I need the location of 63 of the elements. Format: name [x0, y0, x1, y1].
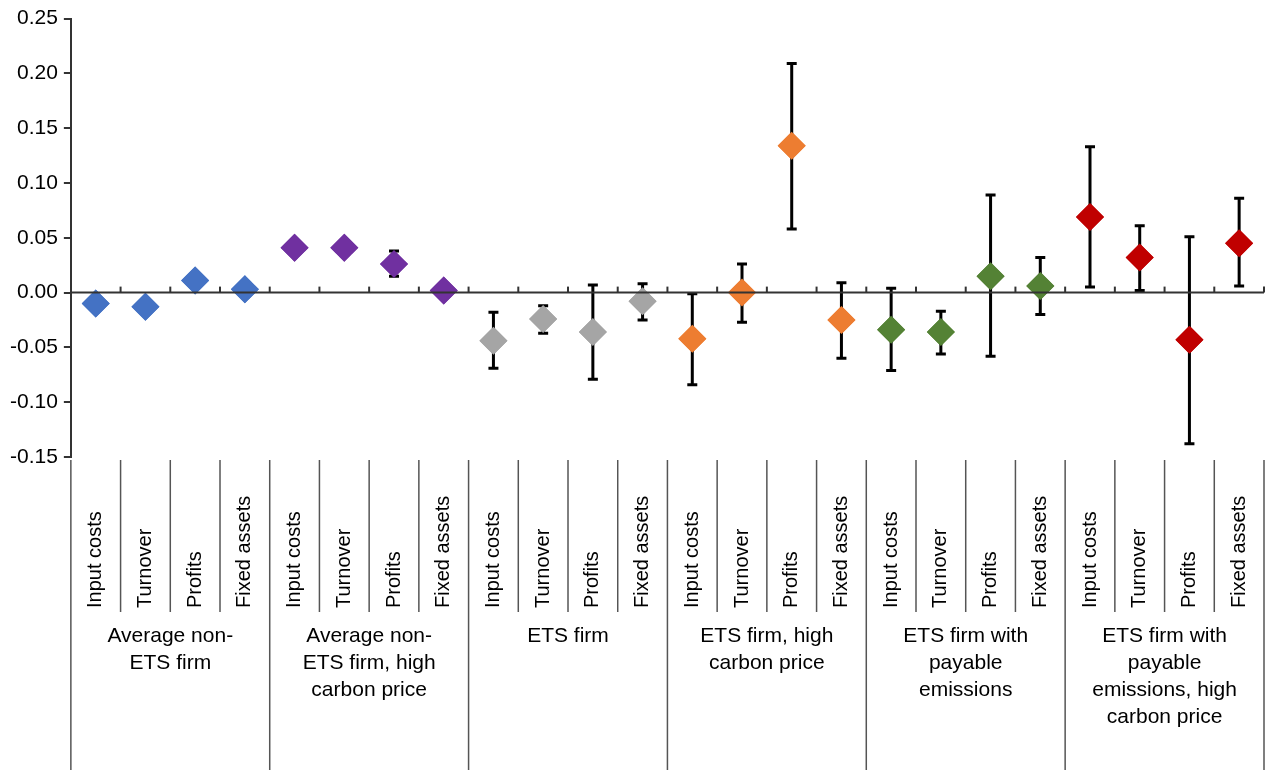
point: [628, 287, 657, 316]
x-tick-label: Turnover: [132, 528, 155, 608]
x-tick-label: Input costs: [1077, 511, 1100, 608]
y-tick-label: 0.25: [16, 5, 58, 29]
point: [678, 324, 707, 353]
point: [578, 318, 607, 347]
x-tick-label: Fixed assets: [630, 495, 653, 608]
x-tick-label: Fixed assets: [828, 495, 851, 608]
x-tick-label: Turnover: [928, 528, 951, 608]
y-tick-label: 0.10: [16, 169, 58, 193]
point: [1125, 243, 1154, 272]
x-tick-label: Input costs: [878, 511, 901, 608]
point: [728, 278, 756, 307]
x-tick-label: Input costs: [83, 511, 106, 608]
text: ETS firm: [527, 623, 609, 647]
point: [330, 233, 359, 262]
y-tick-label: -0.15: [9, 443, 58, 467]
y-tick-label: 0.15: [16, 115, 58, 138]
point: [479, 326, 508, 355]
point: [429, 276, 458, 305]
y-tick-label: 0.20: [16, 60, 58, 84]
point: [131, 292, 160, 321]
point: [81, 289, 110, 318]
x-tick-label: Input costs: [679, 511, 702, 608]
text: ETS firm, high carbon price: [700, 623, 834, 674]
x-tick-label: Fixed assets: [1027, 495, 1050, 608]
x-tick-label: Profits: [1176, 551, 1199, 608]
point: [529, 304, 558, 333]
point: [280, 233, 309, 262]
x-tick-label: Fixed assets: [232, 495, 255, 608]
x-tick-label: Turnover: [530, 528, 553, 608]
point: [181, 266, 210, 295]
y-tick-label: -0.10: [9, 389, 58, 412]
x-tick-label: Fixed assets: [431, 495, 454, 608]
point: [1026, 272, 1055, 301]
x-tick-label: Fixed assets: [1226, 495, 1249, 608]
x-tick-label: Turnover: [1127, 528, 1150, 608]
x-tick-label: Profits: [580, 551, 603, 608]
x-tick-label: Input costs: [480, 511, 503, 608]
y-tick-label: 0.05: [16, 224, 58, 248]
point: [877, 315, 906, 344]
point: [976, 262, 1005, 291]
x-tick-label: Turnover: [331, 528, 354, 608]
x-tick-label: Input costs: [282, 511, 305, 608]
y-tick-label: -0.05: [9, 334, 58, 358]
text: ETS firm with payable emissions: [903, 623, 1029, 701]
point: [1175, 325, 1204, 354]
point: [380, 250, 409, 279]
x-tick-label: Profits: [381, 551, 404, 608]
x-tick-label: Turnover: [729, 528, 752, 608]
point: [1225, 229, 1254, 258]
point: [777, 131, 806, 160]
point: [230, 275, 259, 304]
x-tick-label: Profits: [779, 551, 802, 608]
text: Average non-ETS firm, high carbon price: [302, 623, 436, 701]
text: Average non-ETS firm: [107, 623, 234, 674]
text: ETS firm with payable emissions, high carbon price: [1092, 623, 1237, 728]
point: [827, 306, 856, 334]
y-tick-label: 0.00: [16, 279, 58, 303]
point: [1076, 202, 1104, 231]
x-tick-label: Profits: [182, 551, 205, 608]
x-tick-label: Profits: [978, 551, 1001, 608]
point: [926, 318, 955, 347]
